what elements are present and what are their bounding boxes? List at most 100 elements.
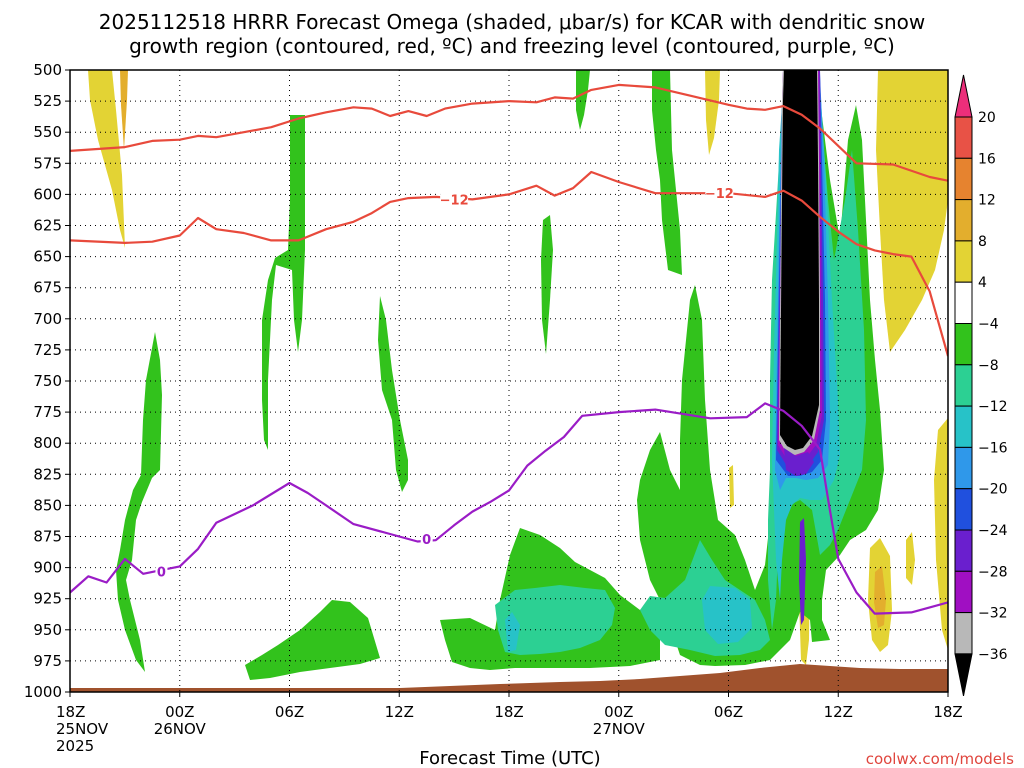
contour-layer — [70, 83, 948, 615]
y-tick-label: 925 — [33, 590, 62, 608]
omega-positive-region-upper-right — [876, 70, 948, 352]
omega-positive-region-right-edge — [934, 418, 948, 650]
omega-positive-region-small-1 — [906, 532, 915, 585]
x-tick-label: 12Z — [824, 703, 853, 721]
y-tick-label: 600 — [33, 185, 62, 203]
contour-label-background — [155, 562, 168, 579]
y-tick-label: 975 — [33, 652, 62, 670]
colorbar: 20 16 12 8 4 −4 −8 −12 −16 −20 −24 −28 −32 −36 — [954, 74, 1008, 696]
omega-negative-region-purple-base — [784, 448, 814, 476]
y-tick-label: 500 — [33, 61, 62, 79]
x-axis-label: Forecast Time (UTC) — [419, 748, 600, 768]
omega-negative-region-column-06z — [262, 115, 305, 450]
y-tick-label: 750 — [33, 372, 62, 390]
colorbar-label: 8 — [978, 234, 987, 250]
y-tick-label: 525 — [33, 92, 62, 110]
omega-negative-region-mid-low — [245, 600, 380, 680]
chart-title-line-2: growth region (contoured, red, ºC) and f… — [129, 34, 895, 58]
colorbar-swatch — [954, 570, 973, 614]
x-tick-label: 12Z — [385, 703, 414, 721]
y-tick-label: 725 — [33, 341, 62, 359]
contour-label-background — [440, 190, 469, 207]
omega-positive-region-mid-top — [705, 70, 720, 155]
omega-positive-region-upper-left — [88, 70, 125, 248]
x-tick-label: 26NOV — [154, 720, 207, 738]
y-tick-label: 825 — [33, 465, 62, 483]
colorbar-label: −4 — [978, 317, 999, 333]
colorbar-label: −16 — [978, 440, 1008, 456]
omega-negative-region-column-03z — [652, 70, 682, 275]
y-tick-label: 775 — [33, 403, 62, 421]
colorbar-label: 12 — [978, 193, 996, 209]
colorbar-label: 16 — [978, 151, 996, 167]
y-tick-label: 700 — [33, 310, 62, 328]
contour-label: 0 — [422, 533, 431, 548]
colorbar-swatch — [954, 157, 973, 201]
colorbar-label: −8 — [978, 358, 999, 374]
colorbar-label: 4 — [978, 275, 987, 291]
colorbar-swatch — [954, 529, 973, 572]
y-tick-label: 650 — [33, 248, 62, 266]
x-tick-label: 18Z — [933, 703, 962, 721]
chart-title-line-1: 2025112518 HRRR Forecast Omega (shaded, … — [99, 10, 925, 34]
x-tick-label: 2025 — [56, 737, 94, 755]
x-tick-label: 06Z — [275, 703, 304, 721]
colorbar-label: −32 — [978, 606, 1008, 622]
omega-negative-region-teal-18z — [495, 585, 615, 655]
omega-negative-region-black-core — [780, 70, 819, 450]
y-tick-label: 625 — [33, 217, 62, 235]
colorbar-swatch — [954, 364, 973, 407]
colorbar-swatch — [954, 281, 973, 325]
contour-label-layer: −12 −12 0 0 — [155, 184, 734, 580]
colorbar-label: −20 — [978, 482, 1008, 498]
x-tick-label: 27NOV — [593, 720, 646, 738]
contour-line-1 — [70, 170, 948, 357]
x-tick-label: 06Z — [714, 703, 743, 721]
omega-negative-region-cyan-18z — [505, 612, 520, 652]
y-tick-label: 850 — [33, 496, 62, 514]
contour-line-0 — [70, 83, 948, 182]
omega-positive-region-small-3 — [729, 465, 734, 508]
y-tick-label: 900 — [33, 559, 62, 577]
omega-negative-region-streak-01z — [576, 70, 590, 130]
y-tick-label: 1000 — [24, 683, 62, 701]
colorbar-swatch — [954, 612, 973, 655]
x-tick-label: 18Z — [56, 703, 85, 721]
colorbar-swatch — [954, 199, 973, 242]
x-tick-label: 25NOV — [56, 720, 109, 738]
y-tick-label: 675 — [33, 279, 62, 297]
x-tick-label: 00Z — [165, 703, 194, 721]
y-tick-label: 950 — [33, 621, 62, 639]
y-axis-ticks: 500 525 550 575 600 625 650 675 700 725 750 775 800 8… — [24, 61, 70, 701]
contour-label: 0 — [157, 565, 166, 580]
y-tick-label: 875 — [33, 528, 62, 546]
colorbar-swatch — [954, 405, 973, 448]
y-tick-label: 800 — [33, 434, 62, 452]
y-tick-label: 575 — [33, 154, 62, 172]
contour-label: −12 — [705, 187, 734, 202]
x-tick-label: 18Z — [494, 703, 523, 721]
omega-positive-core-upper-left — [120, 70, 128, 150]
colorbar-swatch — [954, 116, 973, 159]
omega-negative-region-cyan-low — [702, 586, 752, 644]
omega-negative-region-streak-22z — [541, 215, 553, 354]
colorbar-label: −24 — [978, 523, 1008, 539]
colorbar-swatch — [954, 446, 973, 490]
colorbar-swatch — [954, 240, 973, 283]
contour-label-background — [420, 529, 433, 546]
colorbar-label: 20 — [978, 110, 996, 126]
colorbar-swatch — [954, 488, 973, 531]
contour-line-2 — [70, 402, 948, 615]
omega-shading — [88, 70, 948, 680]
colorbar-top-triangle — [954, 74, 973, 118]
omega-negative-region-left — [116, 332, 162, 672]
colorbar-swatch — [954, 323, 973, 366]
credit-link[interactable]: coolwx.com/models — [866, 750, 1014, 768]
contour-label-background — [705, 184, 734, 201]
grid-layer — [70, 70, 948, 692]
y-tick-label: 550 — [33, 123, 62, 141]
colorbar-label: −28 — [978, 564, 1008, 580]
colorbar-label: −12 — [978, 399, 1008, 415]
contour-label: −12 — [440, 193, 469, 208]
